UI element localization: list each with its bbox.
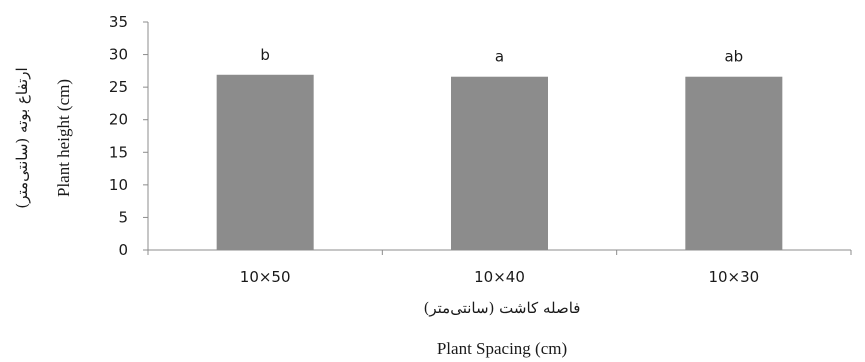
x-category-label: 10×50 [240, 268, 291, 286]
y-tick-label: 30 [109, 46, 128, 64]
y-axis-label-english: Plant height (cm) [54, 79, 73, 197]
x-axis-label-english: Plant Spacing (cm) [437, 339, 567, 358]
significance-letters: b a ab [260, 46, 743, 66]
y-tick-label: 10 [109, 176, 128, 194]
y-tick-label: 35 [109, 13, 128, 31]
significance-letter: b [260, 46, 270, 64]
x-axis [147, 249, 852, 255]
y-tick-label: 20 [109, 111, 128, 129]
y-tick-label: 25 [109, 78, 128, 96]
bar [216, 74, 314, 250]
significance-letter: a [495, 48, 504, 66]
x-axis-label-persian: فاصله کاشت (سانتی‌متر) [424, 299, 581, 317]
category-labels: 10×50 10×40 10×30 [240, 268, 759, 286]
significance-letter: ab [724, 48, 743, 66]
x-category-label: 10×30 [708, 268, 759, 286]
bars [216, 74, 783, 250]
bar [451, 76, 548, 250]
y-axis-label-persian: ارتفاع بوته (سانتی‌متر) [13, 67, 31, 208]
y-tick-label: 15 [109, 143, 128, 161]
y-tick-label: 5 [118, 208, 128, 226]
x-category-label: 10×40 [474, 268, 525, 286]
y-axis: 0 5 10 15 20 25 30 35 [109, 13, 149, 259]
y-tick-label: 0 [118, 241, 128, 259]
bar [685, 76, 783, 250]
